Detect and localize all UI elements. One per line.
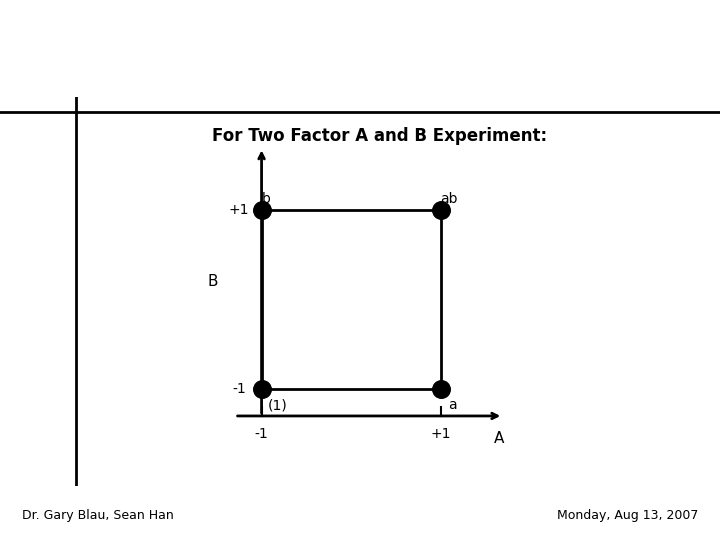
Text: Dr. Gary Blau, Sean Han: Dr. Gary Blau, Sean Han <box>22 509 174 522</box>
Point <box>256 206 267 214</box>
Text: +1: +1 <box>229 203 249 217</box>
Point <box>435 206 446 214</box>
Text: A: A <box>493 431 504 446</box>
Point <box>435 385 446 394</box>
Text: GEOMETRIC REPRESENTATION: GEOMETRIC REPRESENTATION <box>104 70 616 99</box>
Text: a: a <box>448 398 456 412</box>
Text: +1: +1 <box>431 427 451 441</box>
Text: -1: -1 <box>233 382 246 396</box>
Text: GENERAL ALGEBRAIC /: GENERAL ALGEBRAIC / <box>168 23 552 52</box>
Text: ab: ab <box>441 192 458 206</box>
Text: For Two Factor A and B Experiment:: For Two Factor A and B Experiment: <box>212 127 547 145</box>
Text: B: B <box>207 274 217 289</box>
Point <box>256 385 267 394</box>
Text: -1: -1 <box>255 427 269 441</box>
Text: (1): (1) <box>268 398 287 412</box>
Text: b: b <box>261 192 271 206</box>
Text: Monday, Aug 13, 2007: Monday, Aug 13, 2007 <box>557 509 698 522</box>
